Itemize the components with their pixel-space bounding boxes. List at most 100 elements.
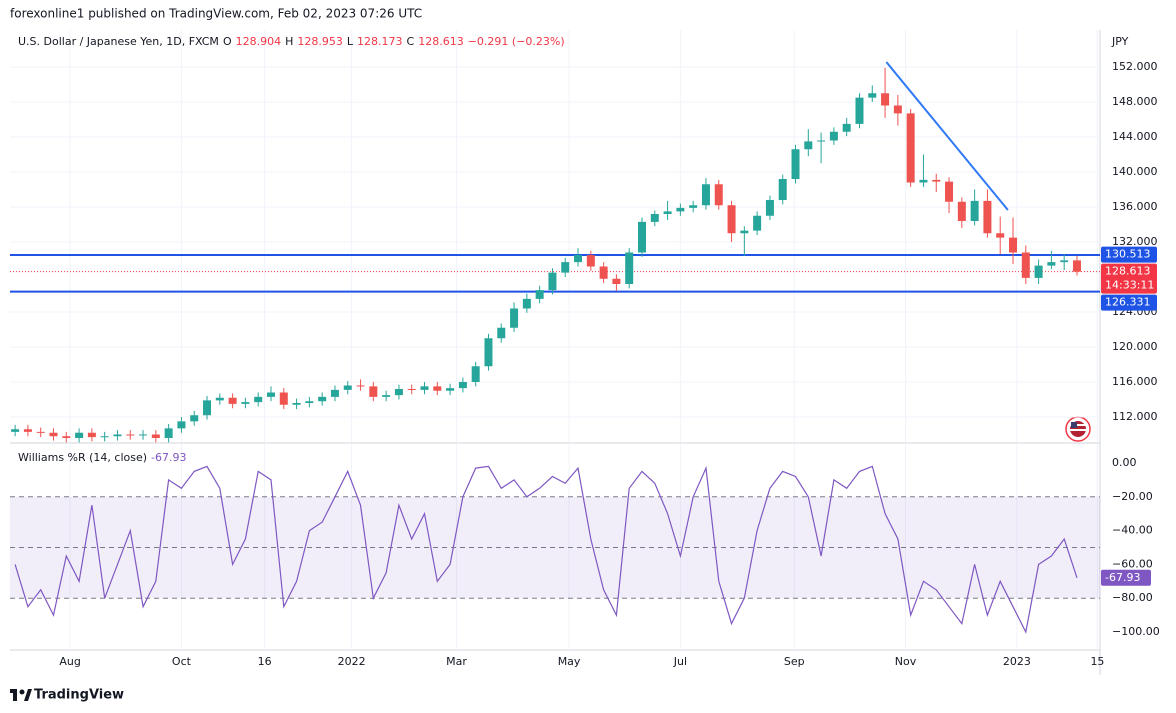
candle-body <box>727 205 736 234</box>
x-tick-label: Sep <box>784 655 805 668</box>
ohlc-key: O <box>223 35 232 48</box>
candle-body <box>228 397 237 404</box>
y-tick-label: 0.00 <box>1112 456 1137 469</box>
candle-body <box>535 290 544 299</box>
candle-body <box>765 200 774 216</box>
candle-body <box>279 392 288 405</box>
candle-body <box>855 97 864 124</box>
y-tick-label: −20.00 <box>1112 490 1153 503</box>
candle-body <box>254 396 263 403</box>
candle-body <box>650 214 659 222</box>
change-value: −0.291 (−0.23%) <box>468 35 565 48</box>
level-tag-label: 130.513 <box>1105 248 1151 261</box>
x-tick-label: Mar <box>446 655 467 668</box>
y-tick-label: −40.00 <box>1112 524 1153 537</box>
candle-body <box>957 201 966 222</box>
candle-body <box>637 221 646 253</box>
candle-body <box>484 338 493 367</box>
williams-tag-label: -67.93 <box>1105 571 1140 584</box>
candle-body <box>868 93 877 98</box>
candle-body <box>906 113 915 183</box>
candle-body <box>151 434 160 438</box>
candle-body <box>791 149 800 180</box>
x-tick-label: 15 <box>1090 655 1104 668</box>
williams-line <box>14 465 1078 634</box>
y-tick-label: 140.000 <box>1112 165 1158 178</box>
candle-body <box>11 429 20 432</box>
ohlc-value: 128.904 <box>236 35 282 48</box>
x-tick-label: Nov <box>895 655 917 668</box>
candle-body <box>420 386 429 390</box>
candle-body <box>817 140 826 142</box>
x-tick-label: May <box>558 655 581 668</box>
candle-body <box>932 179 941 182</box>
candle-body <box>177 421 186 429</box>
candle-body <box>126 434 135 436</box>
candle-body <box>356 385 365 387</box>
candle-body <box>510 308 519 328</box>
candle-body <box>305 401 314 403</box>
candle-body <box>87 432 96 438</box>
candle-body <box>1009 237 1018 253</box>
candle-body <box>471 366 480 382</box>
ohlc-key: H <box>285 35 293 48</box>
x-tick-label: 2023 <box>1003 655 1031 668</box>
candle-body <box>714 184 723 206</box>
candle-body <box>446 388 455 391</box>
candle-body <box>382 395 391 397</box>
indicator-title: Williams %R (14, close) <box>18 451 147 464</box>
candle-body <box>433 386 442 391</box>
candle-body <box>548 272 557 291</box>
x-tick-label: 2022 <box>338 655 366 668</box>
candle-body <box>75 432 84 438</box>
candle-body <box>100 436 109 438</box>
candle-body <box>919 179 928 183</box>
candle-body <box>881 93 890 106</box>
flag-icon <box>1065 416 1091 442</box>
y-tick-label: 148.000 <box>1112 95 1158 108</box>
x-tick-label: 16 <box>258 655 272 668</box>
last-price-tag <box>1101 263 1157 294</box>
candle-body <box>49 432 58 437</box>
y-tick-label: −80.00 <box>1112 591 1153 604</box>
candle-body <box>842 123 851 132</box>
candle-body <box>945 181 954 202</box>
candle-body <box>139 434 148 436</box>
candle-body <box>1072 260 1081 272</box>
y-tick-label: 112.000 <box>1112 410 1158 423</box>
candle-body <box>215 397 224 401</box>
x-tick-label: Oct <box>172 655 192 668</box>
ohlc-key: C <box>407 35 415 48</box>
candle-body <box>292 402 301 405</box>
candle-body <box>753 215 762 231</box>
candle-body <box>330 389 339 397</box>
indicator-value: -67.93 <box>151 451 186 464</box>
last-price-label: 128.613 <box>1105 265 1151 278</box>
candle-body <box>778 179 787 201</box>
candle-body <box>522 298 531 309</box>
symbol-title: U.S. Dollar / Japanese Yen, 1D, FXCM <box>18 35 219 48</box>
candle-body <box>612 278 621 284</box>
candle-body <box>701 184 710 206</box>
level-tag <box>1101 246 1157 263</box>
candle-body <box>625 252 634 284</box>
y-tick-label: 144.000 <box>1112 130 1158 143</box>
candle-body <box>458 381 467 389</box>
ohlc-key: L <box>347 35 354 48</box>
y-tick-label: 132.000 <box>1112 235 1158 248</box>
candle-body <box>36 431 45 433</box>
candle-body <box>369 386 378 397</box>
trend-line <box>885 61 1009 211</box>
price-unit: JPY <box>1111 35 1129 48</box>
ohlc-value: 128.953 <box>297 35 343 48</box>
candle-body <box>394 388 403 396</box>
candle-body <box>561 262 570 273</box>
candle-body <box>970 200 979 222</box>
candle-body <box>62 436 71 438</box>
candle-body <box>497 327 506 339</box>
y-tick-label: 152.000 <box>1112 60 1158 73</box>
ohlc-value: 128.613 <box>418 35 464 48</box>
candle-body <box>241 402 250 404</box>
